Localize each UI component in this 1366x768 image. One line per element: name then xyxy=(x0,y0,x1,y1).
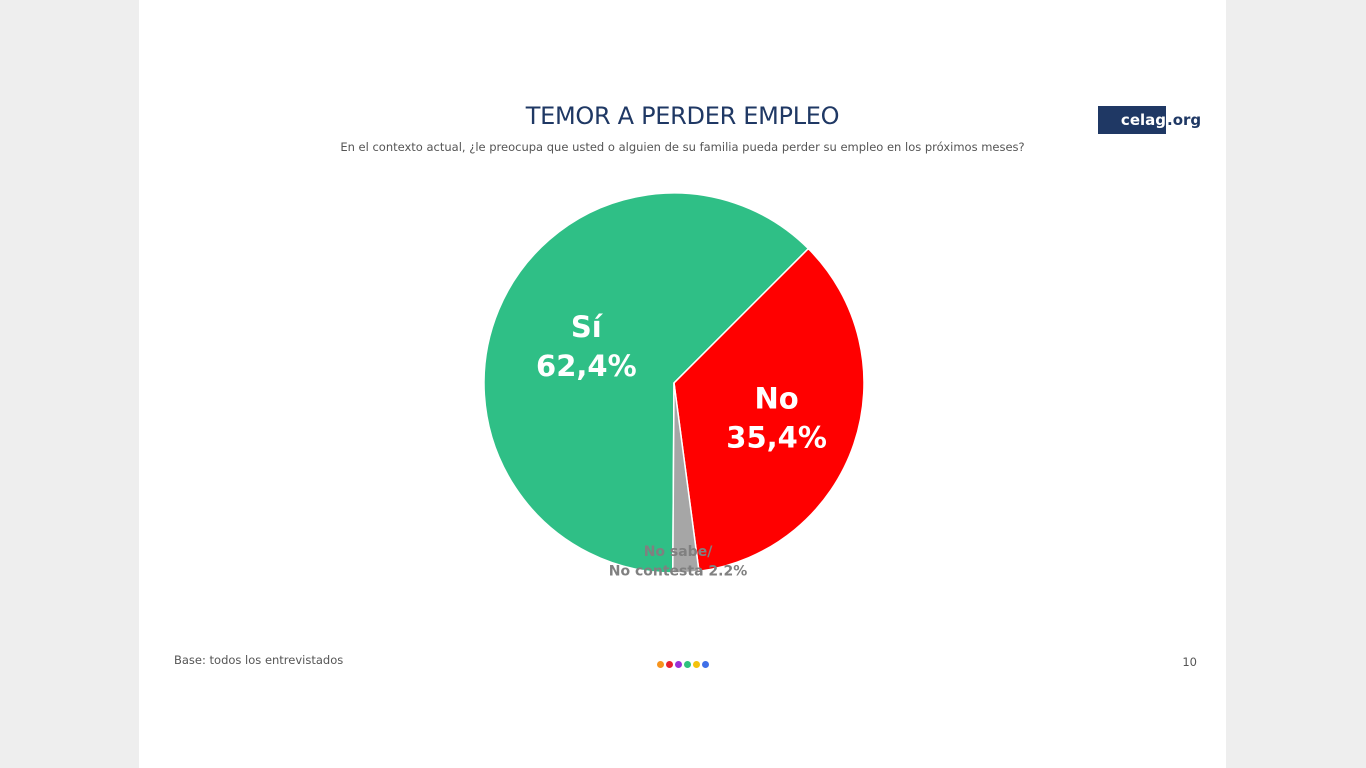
pie-label-1: Sí 62,4% xyxy=(536,310,637,383)
page-number: 10 xyxy=(1182,655,1197,669)
pie-label-2: No 35,4% xyxy=(726,381,827,454)
chart-subtitle: En el contexto actual, ¿le preocupa que … xyxy=(340,140,1025,154)
orange-dot xyxy=(657,661,664,668)
green-dot xyxy=(684,661,691,668)
chart-title: TEMOR A PERDER EMPLEO xyxy=(525,102,840,130)
logo-main: celag xyxy=(1098,106,1166,134)
logo-suffix: .org xyxy=(1167,111,1202,129)
purple-dot xyxy=(675,661,682,668)
red-dot xyxy=(666,661,673,668)
pie-label-3: No sabe/No contesta 2.2% xyxy=(609,544,747,580)
yellow-dot xyxy=(693,661,700,668)
blue-dot xyxy=(702,661,709,668)
pie-slice-1 xyxy=(483,192,810,574)
brand-dots xyxy=(657,661,709,668)
pie-slice-3 xyxy=(672,382,700,574)
slide: TEMOR A PERDER EMPLEO En el contexto act… xyxy=(139,0,1226,768)
pie-slice-2 xyxy=(673,247,865,573)
base-note: Base: todos los entrevistados xyxy=(174,653,344,667)
pie-chart: Sí 62,4% No 35,4% No sabe/No contesta 2.2% xyxy=(483,192,865,580)
celag-logo: celag .org xyxy=(1098,106,1201,134)
